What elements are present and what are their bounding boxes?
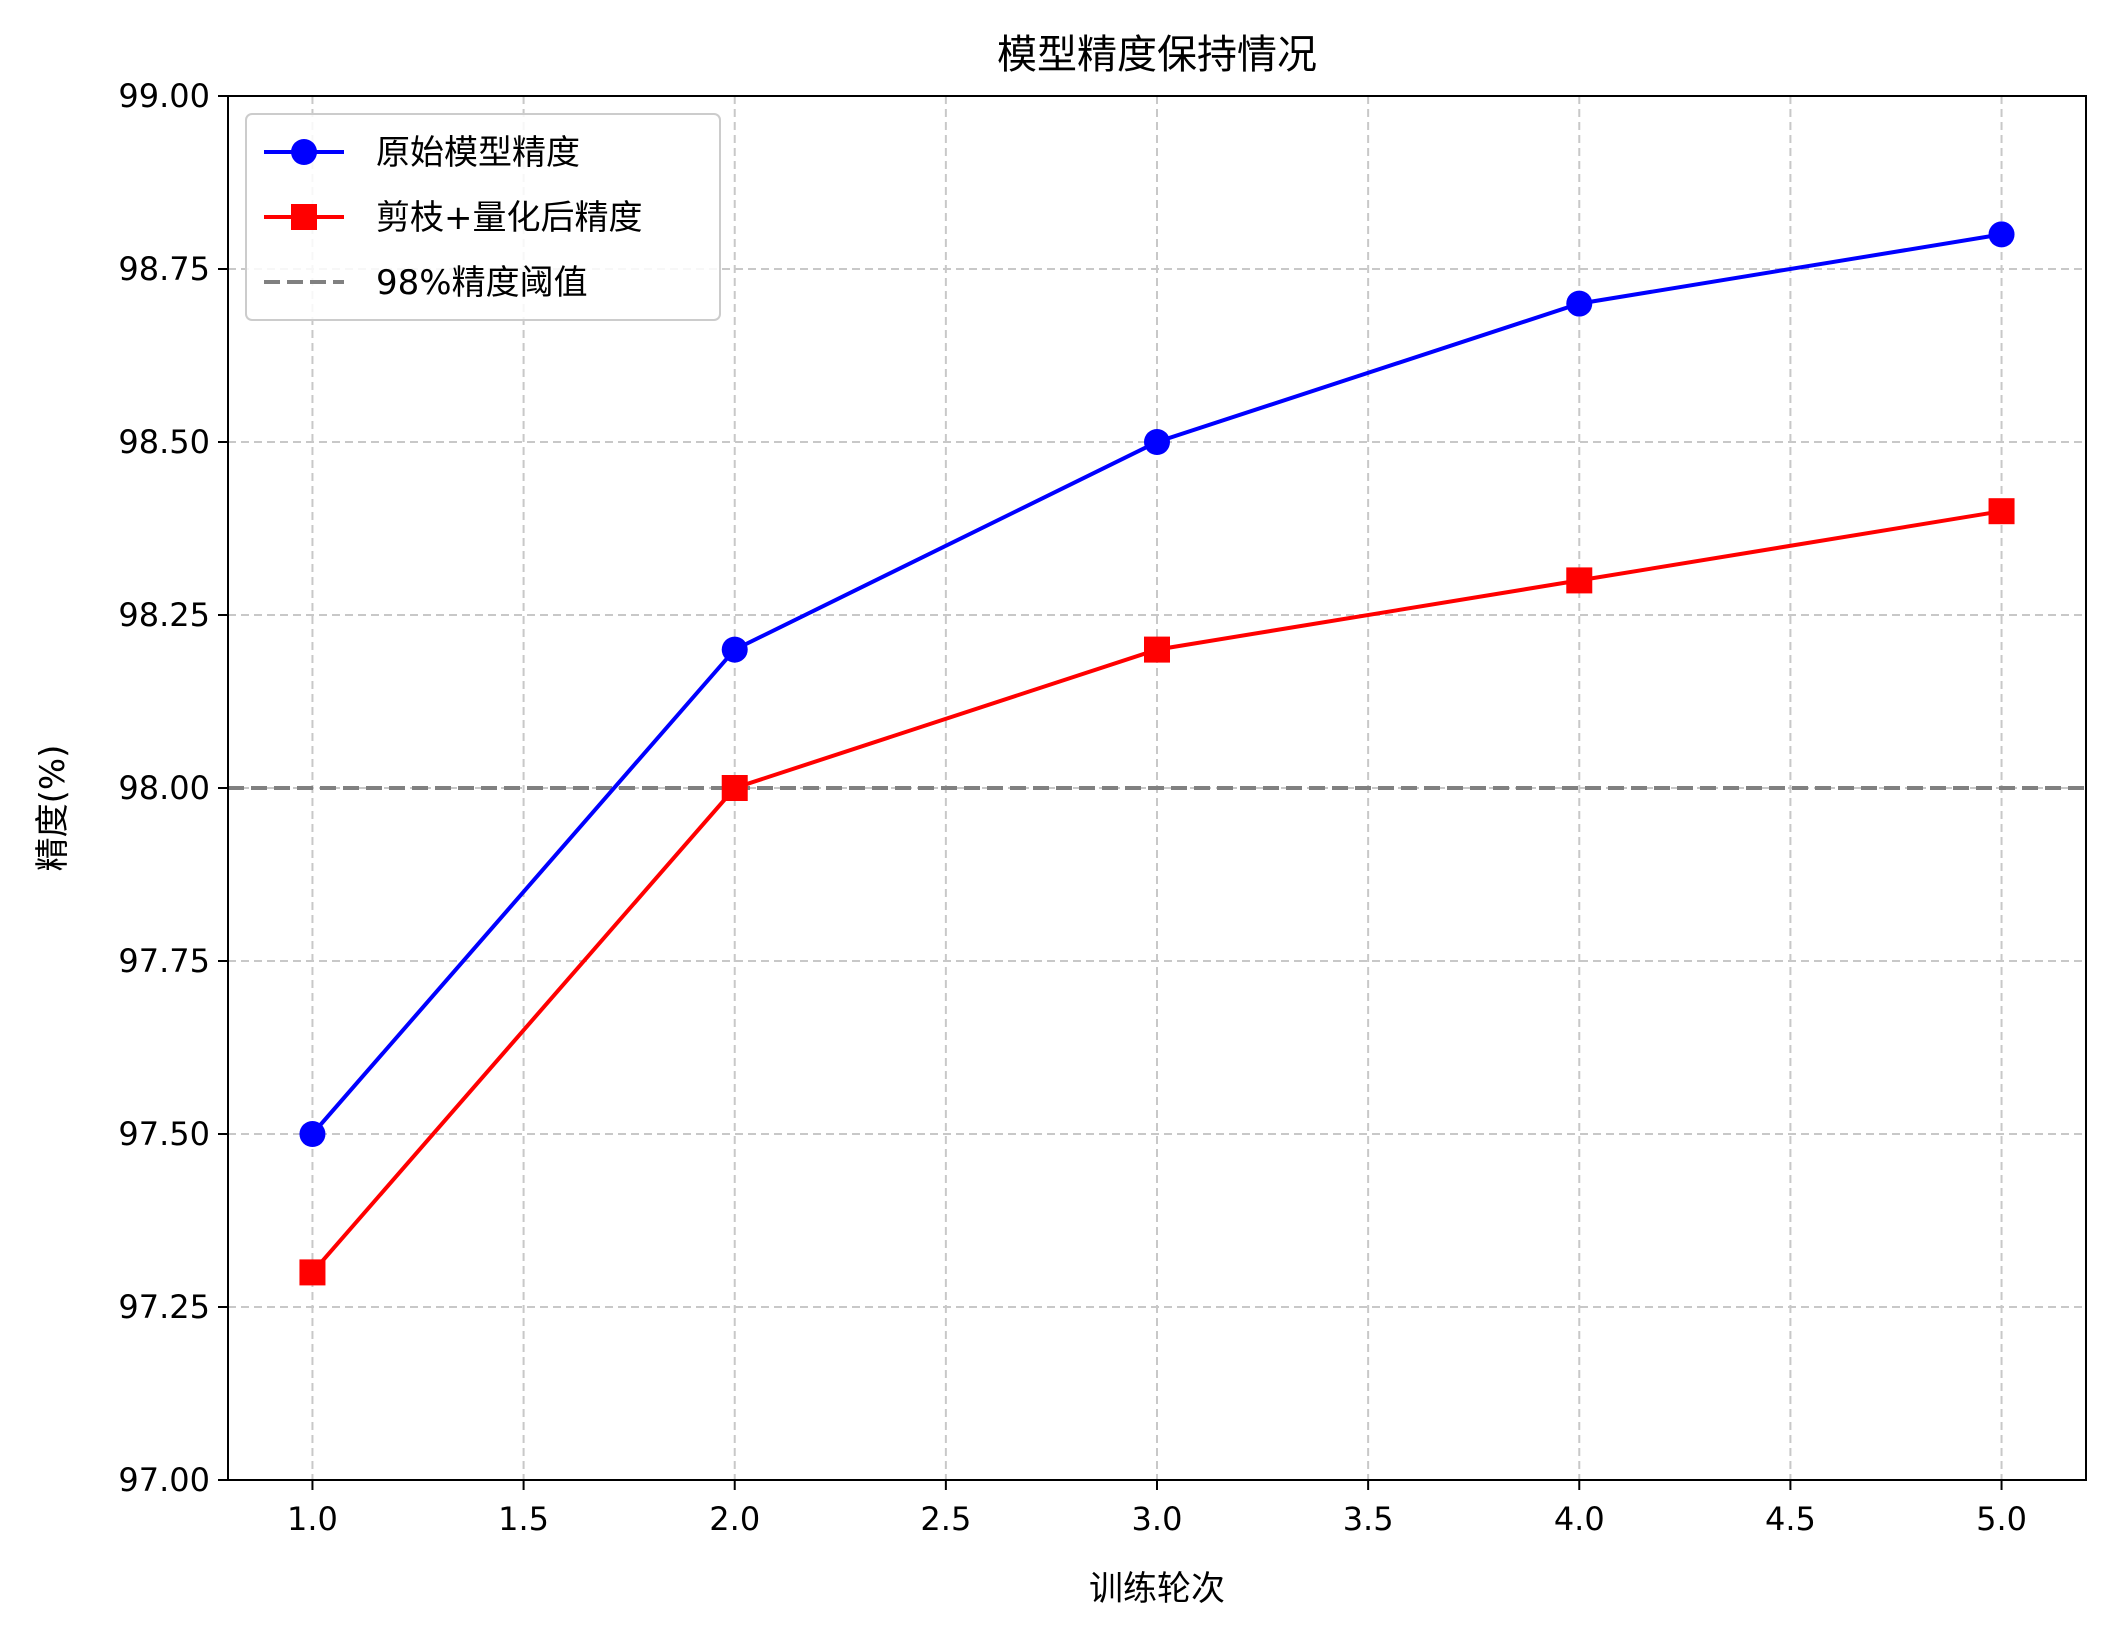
y-tick-label: 97.00 <box>118 1461 210 1499</box>
legend-box <box>245 113 721 321</box>
y-axis-title: 精度(%) <box>33 745 73 872</box>
x-tick-label: 2.0 <box>709 1500 760 1538</box>
series-2-point <box>721 775 748 801</box>
legend-label: 原始模型精度 <box>376 133 580 173</box>
y-tick-label: 98.75 <box>118 250 210 288</box>
x-tick-label: 1.0 <box>287 1500 338 1538</box>
y-tick-label: 98.00 <box>118 769 210 807</box>
chart-title: 模型精度保持情况 <box>997 32 1317 78</box>
x-tick-label: 3.0 <box>1132 1500 1183 1538</box>
series-1-point <box>721 636 748 663</box>
x-tick-label: 1.5 <box>498 1500 549 1538</box>
series-2-point <box>299 1259 326 1286</box>
series-2-point <box>1566 567 1593 594</box>
series-1-point <box>1988 221 2015 248</box>
series-2-point <box>1988 498 2015 525</box>
y-tick-label: 98.25 <box>118 596 210 634</box>
x-tick-label: 2.5 <box>920 1500 971 1538</box>
legend-marker <box>291 139 317 165</box>
y-tick-label: 97.25 <box>118 1288 210 1326</box>
x-tick-label: 5.0 <box>1976 1500 2027 1538</box>
legend-marker <box>291 204 317 230</box>
axis-ticks: 1.0 1.5 2.0 2.5 3.0 3.5 4.0 4.5 5.0 97.00 97.25 97.… <box>118 77 2027 1538</box>
x-tick-label: 4.0 <box>1554 1500 1605 1538</box>
y-tick-label: 97.75 <box>118 942 210 980</box>
series-2-point <box>1144 636 1170 663</box>
y-tick-label: 98.50 <box>118 423 210 461</box>
x-axis-title: 训练轮次 <box>1089 1569 1225 1609</box>
y-tick-label: 97.50 <box>118 1115 210 1153</box>
series-1-point <box>1566 290 1593 317</box>
series-1-point <box>299 1121 326 1147</box>
y-tick-label: 99.00 <box>118 77 210 115</box>
legend-label: 98%精度阈值 <box>376 263 588 303</box>
legend-label: 剪枝+量化后精度 <box>376 198 643 238</box>
x-tick-label: 3.5 <box>1343 1500 1394 1538</box>
series-1-point <box>1144 429 1170 455</box>
x-tick-label: 4.5 <box>1765 1500 1816 1538</box>
series-layer <box>299 221 2015 1286</box>
